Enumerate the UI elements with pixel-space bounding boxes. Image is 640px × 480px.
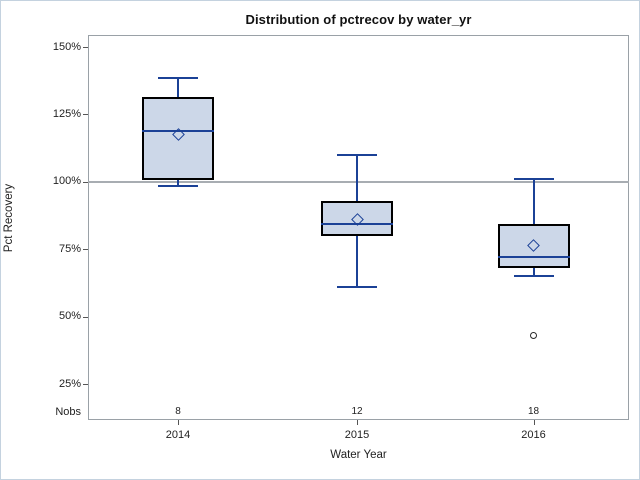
- nobs-row-label: Nobs: [55, 406, 81, 418]
- lower-whisker-line-2016: [532, 268, 535, 277]
- y-tick-mark: [83, 249, 88, 251]
- lower-whisker-line-2014: [177, 180, 179, 186]
- box-2014: [142, 96, 214, 181]
- upper-whisker-cap-2014: [158, 77, 198, 79]
- median-line-2015: [321, 222, 393, 225]
- y-tick-label: 75%: [58, 242, 81, 255]
- y-tick-label: 25%: [58, 377, 81, 390]
- median-line-2016: [497, 256, 570, 259]
- y-tick-label: 100%: [52, 175, 81, 188]
- x-tick-label: 2016: [521, 429, 546, 441]
- nobs-value: 12: [351, 406, 363, 417]
- lower-whisker-cap-2016: [513, 275, 554, 278]
- x-tick-label: 2015: [344, 429, 370, 441]
- nobs-value: 18: [527, 406, 540, 417]
- box-2015: [321, 200, 393, 236]
- upper-whisker-cap-2016: [513, 178, 554, 181]
- x-tick-mark: [357, 420, 358, 425]
- upper-whisker-line-2014: [177, 78, 179, 97]
- y-tick-mark: [83, 114, 88, 116]
- upper-whisker-line-2015: [356, 154, 358, 201]
- y-tick-label: 125%: [52, 107, 81, 120]
- upper-whisker-line-2016: [532, 179, 535, 224]
- outlier-point-2016: [530, 331, 537, 339]
- chart-title: Distribution of pctrecov by water_yr: [245, 12, 472, 27]
- y-tick-mark: [83, 181, 88, 183]
- y-tick-mark: [83, 316, 88, 318]
- lower-whisker-cap-2014: [158, 184, 198, 187]
- x-tick-mark: [533, 420, 535, 425]
- upper-whisker-cap-2015: [337, 153, 377, 156]
- reference-line-100pct: [88, 180, 629, 183]
- y-tick-mark: [83, 384, 88, 385]
- median-line-2014: [142, 129, 214, 132]
- y-axis-title: Pct Recovery: [3, 183, 15, 253]
- box-2016: [497, 223, 570, 269]
- y-tick-mark: [83, 47, 88, 48]
- x-tick-label: 2014: [165, 429, 191, 441]
- y-tick-label: 50%: [58, 310, 81, 323]
- nobs-value: 8: [175, 406, 181, 417]
- x-tick-mark: [178, 420, 179, 425]
- x-axis-title: Water Year: [330, 449, 387, 461]
- lower-whisker-line-2015: [356, 235, 358, 287]
- y-tick-label: 150%: [52, 40, 81, 53]
- lower-whisker-cap-2015: [337, 285, 377, 288]
